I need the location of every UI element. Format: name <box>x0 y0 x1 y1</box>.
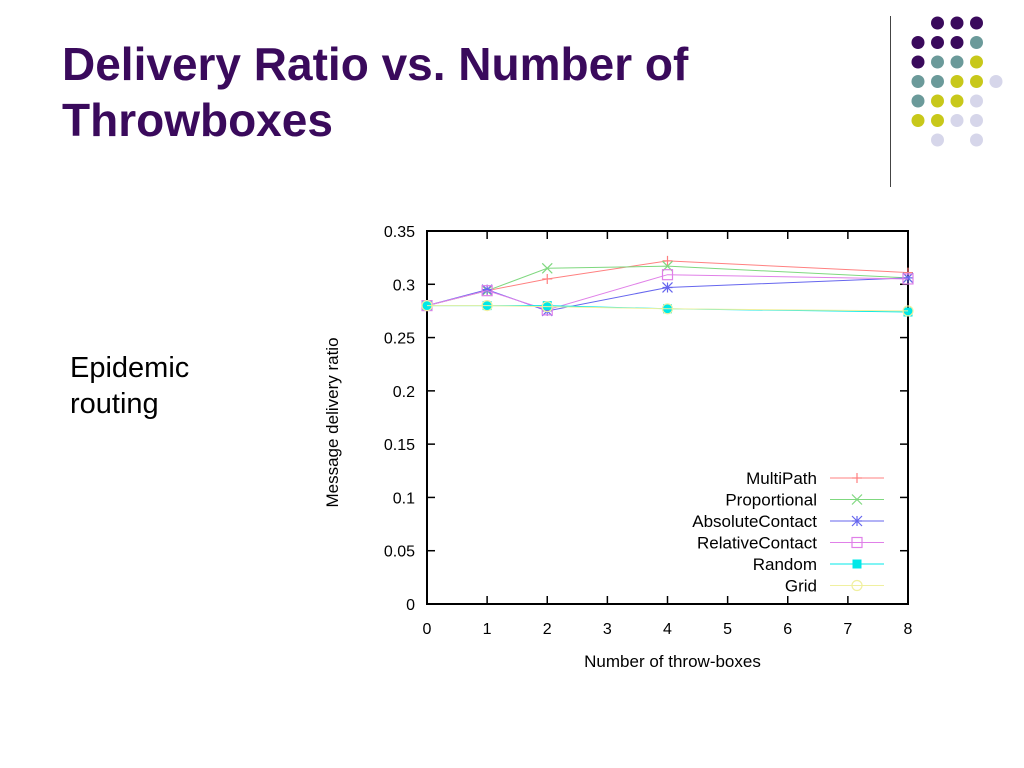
legend-entry-random: Random <box>753 555 884 574</box>
y-tick-label: 0.3 <box>393 277 415 294</box>
decorative-dot <box>931 36 944 49</box>
data-point-multipath <box>662 255 673 266</box>
decorative-dot <box>950 16 964 30</box>
legend-entry-relativecontact: RelativeContact <box>697 534 884 553</box>
decorative-dot-grid <box>911 16 1003 147</box>
data-point-grid <box>481 299 493 312</box>
slide-title-line-2: Throwboxes <box>62 94 333 146</box>
x-tick-label: 6 <box>783 621 792 638</box>
data-point-random <box>903 307 913 317</box>
slide-title-line-1: Delivery Ratio vs. Number of <box>62 38 689 90</box>
data-point-grid <box>541 301 553 313</box>
decorative-dot <box>970 75 983 88</box>
decorative-dot <box>970 94 983 108</box>
legend-entry-grid: Grid <box>785 577 884 596</box>
decorative-dot <box>911 75 925 88</box>
decorative-dot <box>970 114 983 127</box>
data-point-absolutecontact <box>481 284 493 296</box>
decorative-dot <box>931 16 944 30</box>
y-tick-label: 0 <box>406 597 415 614</box>
legend-marker <box>851 579 863 592</box>
data-point-absolutecontact <box>902 272 914 284</box>
legend-label: MultiPath <box>746 469 817 488</box>
decorative-dot <box>911 36 925 49</box>
y-tick-label: 0.05 <box>384 544 415 561</box>
data-point-grid <box>661 303 674 315</box>
data-point-relativecontact <box>902 273 914 285</box>
decorative-dot <box>931 114 944 127</box>
series-grid <box>421 299 914 317</box>
data-point-absolutecontact <box>541 305 553 317</box>
body-text: Epidemic routing <box>70 350 290 422</box>
series-line-grid <box>427 305 909 312</box>
decorative-dot <box>911 114 925 127</box>
legend-label: RelativeContact <box>697 534 817 553</box>
legend-marker <box>851 515 863 527</box>
decorative-dot <box>931 75 944 88</box>
y-tick-label: 0.15 <box>384 437 415 454</box>
x-tick-label: 3 <box>603 621 612 638</box>
decorative-dot <box>931 94 944 108</box>
data-point-grid <box>902 305 914 317</box>
x-tick-label: 0 <box>423 621 432 638</box>
y-tick-label: 0.2 <box>393 384 415 401</box>
decorative-divider <box>890 16 891 187</box>
legend-label: Grid <box>785 577 817 596</box>
data-point-proportional <box>541 262 553 274</box>
delivery-ratio-chart: 0 0.05 0.1 0.15 0.2 0.25 0.3 0.35 0 1 2 3 4 5 6 7 8 Numbe… <box>323 224 914 671</box>
data-point-grid <box>421 299 433 312</box>
slide-title: Delivery Ratio vs. Number of Throwboxes <box>62 36 822 148</box>
legend-label: AbsoluteContact <box>692 512 817 531</box>
decorative-dot <box>911 94 925 108</box>
body-line-1: Epidemic <box>70 352 190 384</box>
data-point-absolutecontact <box>662 282 673 293</box>
decorative-dot <box>950 55 964 69</box>
y-axis-label: Message delivery ratio <box>323 337 342 507</box>
legend-marker <box>851 536 863 549</box>
y-tick-label: 0.1 <box>393 490 415 507</box>
decorative-dot <box>911 55 925 69</box>
x-tick-label: 1 <box>483 621 492 638</box>
decorative-dot <box>970 133 983 147</box>
data-point-random <box>542 301 552 311</box>
data-point-relativecontact <box>481 285 493 297</box>
legend-marker <box>852 559 862 569</box>
y-tick-label: 0.25 <box>384 331 415 348</box>
decorative-dot <box>989 75 1003 88</box>
x-axis-label: Number of throw-boxes <box>584 652 761 671</box>
legend-marker <box>852 473 862 483</box>
x-tick-label: 2 <box>543 621 552 638</box>
x-tick-label: 8 <box>904 621 913 638</box>
decorative-dot <box>970 55 983 69</box>
legend-entry-proportional: Proportional <box>725 491 884 510</box>
x-tick-label: 4 <box>663 621 672 638</box>
decorative-dot <box>950 36 964 49</box>
body-line-2: routing <box>70 388 159 420</box>
decorative-dot <box>970 16 983 30</box>
decorative-dot <box>950 75 964 88</box>
decorative-dot <box>931 133 944 147</box>
decorative-dot <box>950 94 964 108</box>
legend-entry-absolutecontact: AbsoluteContact <box>692 512 884 531</box>
decorative-dot <box>950 114 964 127</box>
legend-label: Random <box>753 555 817 574</box>
data-point-multipath <box>542 273 553 284</box>
x-tick-label: 7 <box>843 621 852 638</box>
y-tick-label: 0.35 <box>384 224 415 241</box>
legend-label: Proportional <box>725 491 817 510</box>
data-point-relativecontact <box>661 269 674 281</box>
legend-marker <box>851 494 863 505</box>
decorative-dot <box>970 36 983 49</box>
decorative-dot <box>931 55 944 69</box>
x-tick-label: 5 <box>723 621 732 638</box>
legend-entry-multipath: MultiPath <box>746 469 884 488</box>
